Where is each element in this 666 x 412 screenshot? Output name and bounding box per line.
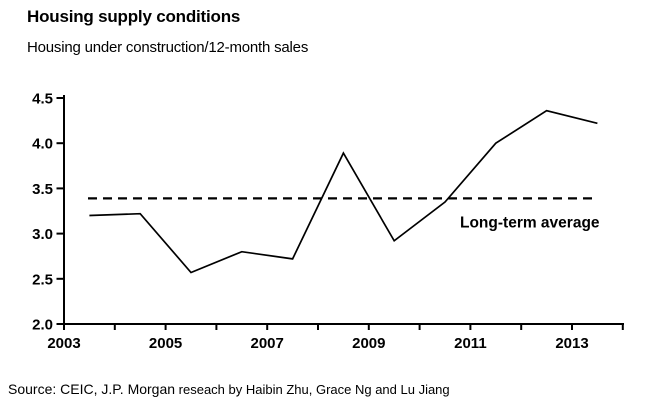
x-tick-label: 2011 xyxy=(454,335,487,352)
x-tick-label: 2009 xyxy=(352,335,385,352)
y-tick-label: 2.5 xyxy=(32,271,53,288)
page-subtitle: Housing under construction/12-month sale… xyxy=(27,39,309,56)
x-tick-label: 2005 xyxy=(149,335,182,352)
x-tick-label: 2013 xyxy=(555,335,588,352)
source-prefix: Source: CEIC, J.P. Morgan xyxy=(8,381,176,397)
data-line xyxy=(89,109,598,274)
source-note: Source: CEIC, J.P. Morgan reseach by Hai… xyxy=(8,381,450,397)
y-tick-label: 2.0 xyxy=(32,317,53,334)
source-suffix: reseach by Haibin Zhu, Grace Ng and Lu J… xyxy=(175,382,450,397)
y-tick-label: 4.5 xyxy=(32,91,53,108)
housing-line-chart: 2.0 2.5 3.0 3.5 4.0 4.5 2003 2005 2007 2009 2011 20… xyxy=(32,91,624,352)
page-title: Housing supply conditions xyxy=(27,7,241,26)
average-line-label: Long-term average xyxy=(460,214,600,231)
x-tick-label: 2007 xyxy=(251,335,284,352)
x-tick-label: 2003 xyxy=(47,335,80,352)
y-tick-label: 4.0 xyxy=(32,136,53,153)
y-tick-label: 3.0 xyxy=(32,226,53,243)
y-tick-label: 3.5 xyxy=(32,181,53,198)
